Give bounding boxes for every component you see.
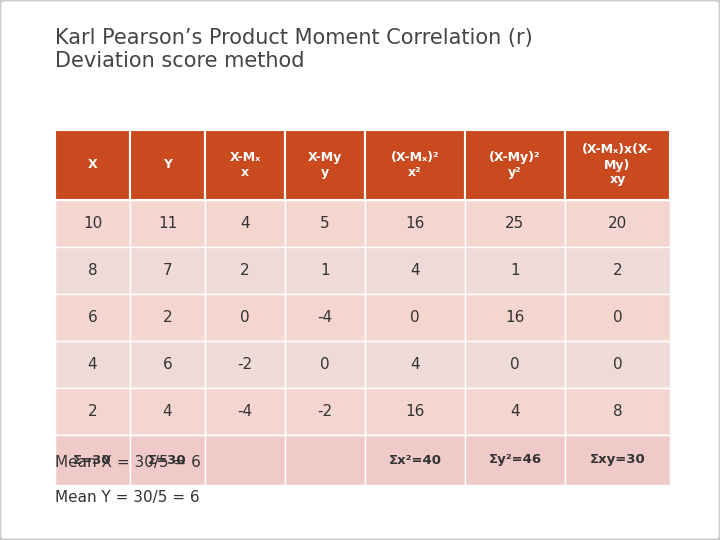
Text: 0: 0 [613,357,622,372]
Text: 1: 1 [510,263,520,278]
Bar [55,130,130,200]
Text: 4: 4 [410,263,420,278]
Bar [365,341,465,388]
Bar [55,341,130,388]
Bar [285,435,365,485]
Text: 16: 16 [405,404,425,419]
Bar [55,247,130,294]
Bar [205,294,285,341]
Text: (X-My)²
y²: (X-My)² y² [490,151,541,179]
Bar [465,435,565,485]
Bar [565,341,670,388]
Text: -4: -4 [238,404,253,419]
Bar [285,341,365,388]
Text: 20: 20 [608,216,627,231]
Bar [465,130,565,200]
Bar [365,247,465,294]
Bar [565,294,670,341]
Bar [130,130,205,200]
Text: Σx²=40: Σx²=40 [389,454,441,467]
Bar [565,130,670,200]
Text: 0: 0 [510,357,520,372]
Text: 2: 2 [240,263,250,278]
Bar [365,200,465,247]
Bar [130,435,205,485]
Text: Σxy=30: Σxy=30 [590,454,645,467]
Text: 2: 2 [88,404,97,419]
Text: (X-Mₓ)x(X-
My)
xy: (X-Mₓ)x(X- My) xy [582,144,653,186]
Bar [365,435,465,485]
Text: Mean Y = 30/5 = 6: Mean Y = 30/5 = 6 [55,490,199,505]
Bar [130,294,205,341]
Bar [565,388,670,435]
Text: Σ=30: Σ=30 [148,454,186,467]
Text: 4: 4 [88,357,97,372]
Bar [365,388,465,435]
Text: 16: 16 [505,310,525,325]
Bar [205,388,285,435]
Text: Y: Y [163,159,172,172]
Text: -2: -2 [318,404,333,419]
Bar [285,294,365,341]
Text: 4: 4 [240,216,250,231]
Text: 8: 8 [88,263,97,278]
Text: 4: 4 [410,357,420,372]
Bar [205,130,285,200]
Text: 0: 0 [410,310,420,325]
Text: 10: 10 [83,216,102,231]
Text: 4: 4 [163,404,172,419]
Text: Σy²=46: Σy²=46 [488,454,541,467]
Bar [365,130,465,200]
Text: 11: 11 [158,216,177,231]
Bar [565,247,670,294]
Text: 6: 6 [88,310,97,325]
Text: 0: 0 [320,357,330,372]
Bar [55,200,130,247]
Text: X-Mₓ
x: X-Mₓ x [230,151,261,179]
Bar [55,388,130,435]
Bar [55,435,130,485]
Text: 0: 0 [613,310,622,325]
Text: (X-Mₓ)²
x²: (X-Mₓ)² x² [391,151,439,179]
Text: Σ=30: Σ=30 [73,454,112,467]
Bar [465,341,565,388]
Text: X-My
y: X-My y [308,151,342,179]
Text: 7: 7 [163,263,172,278]
Text: 1: 1 [320,263,330,278]
Bar [205,200,285,247]
Text: X: X [88,159,97,172]
Bar [285,130,365,200]
Bar [565,200,670,247]
Bar [285,388,365,435]
Bar [205,247,285,294]
Bar [365,294,465,341]
Bar [465,247,565,294]
Bar [465,388,565,435]
Text: 2: 2 [613,263,622,278]
Text: Karl Pearson’s Product Moment Correlation (r)
Deviation score method: Karl Pearson’s Product Moment Correlatio… [55,28,533,71]
Text: 2: 2 [163,310,172,325]
Bar [285,247,365,294]
Bar [285,200,365,247]
Bar [205,341,285,388]
Text: 8: 8 [613,404,622,419]
Bar [55,294,130,341]
Text: -2: -2 [238,357,253,372]
Bar [130,200,205,247]
Text: 4: 4 [510,404,520,419]
Text: -4: -4 [318,310,333,325]
Text: 25: 25 [505,216,525,231]
Text: Mean X = 30/5 = 6: Mean X = 30/5 = 6 [55,455,201,470]
Text: 5: 5 [320,216,330,231]
Bar [465,294,565,341]
Bar [465,200,565,247]
Bar [130,341,205,388]
Bar [130,247,205,294]
Text: 0: 0 [240,310,250,325]
Bar [130,388,205,435]
Bar [565,435,670,485]
Text: 16: 16 [405,216,425,231]
Text: 6: 6 [163,357,172,372]
Bar [205,435,285,485]
